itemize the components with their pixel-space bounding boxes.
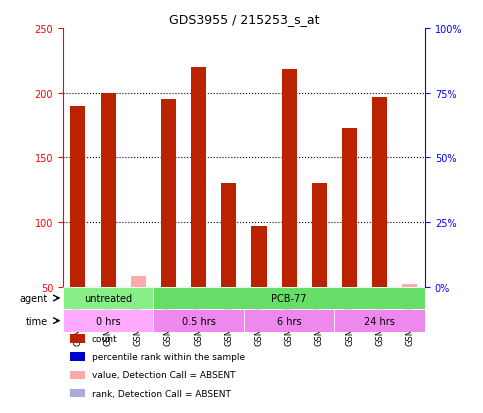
Bar bbox=[191, 68, 206, 287]
Bar bbox=[335, 310, 425, 332]
Bar bbox=[154, 310, 244, 332]
Bar bbox=[402, 285, 417, 287]
Bar bbox=[342, 128, 357, 287]
Text: PCB-77: PCB-77 bbox=[271, 293, 307, 303]
Text: percentile rank within the sample: percentile rank within the sample bbox=[92, 352, 245, 361]
Bar bbox=[221, 184, 236, 287]
Bar bbox=[70, 389, 85, 397]
Bar bbox=[244, 310, 334, 332]
Bar bbox=[131, 277, 146, 287]
Bar bbox=[312, 184, 327, 287]
Text: 0 hrs: 0 hrs bbox=[96, 316, 120, 326]
Bar bbox=[71, 106, 85, 287]
Bar bbox=[154, 287, 425, 310]
Bar bbox=[63, 287, 154, 310]
Bar bbox=[100, 93, 115, 287]
Text: 0.5 hrs: 0.5 hrs bbox=[182, 316, 215, 326]
Bar bbox=[252, 226, 267, 287]
Text: 24 hrs: 24 hrs bbox=[364, 316, 395, 326]
Bar bbox=[282, 70, 297, 287]
Bar bbox=[70, 335, 85, 343]
Text: 6 hrs: 6 hrs bbox=[277, 316, 301, 326]
Text: agent: agent bbox=[19, 293, 48, 303]
Text: value, Detection Call = ABSENT: value, Detection Call = ABSENT bbox=[92, 370, 235, 380]
Bar bbox=[161, 100, 176, 287]
Text: time: time bbox=[26, 316, 48, 326]
Text: rank, Detection Call = ABSENT: rank, Detection Call = ABSENT bbox=[92, 389, 231, 398]
Bar bbox=[70, 370, 85, 379]
Bar bbox=[70, 352, 85, 361]
Bar bbox=[372, 97, 387, 287]
Title: GDS3955 / 215253_s_at: GDS3955 / 215253_s_at bbox=[169, 13, 319, 26]
Text: count: count bbox=[92, 334, 117, 343]
Bar bbox=[63, 310, 154, 332]
Text: untreated: untreated bbox=[84, 293, 132, 303]
